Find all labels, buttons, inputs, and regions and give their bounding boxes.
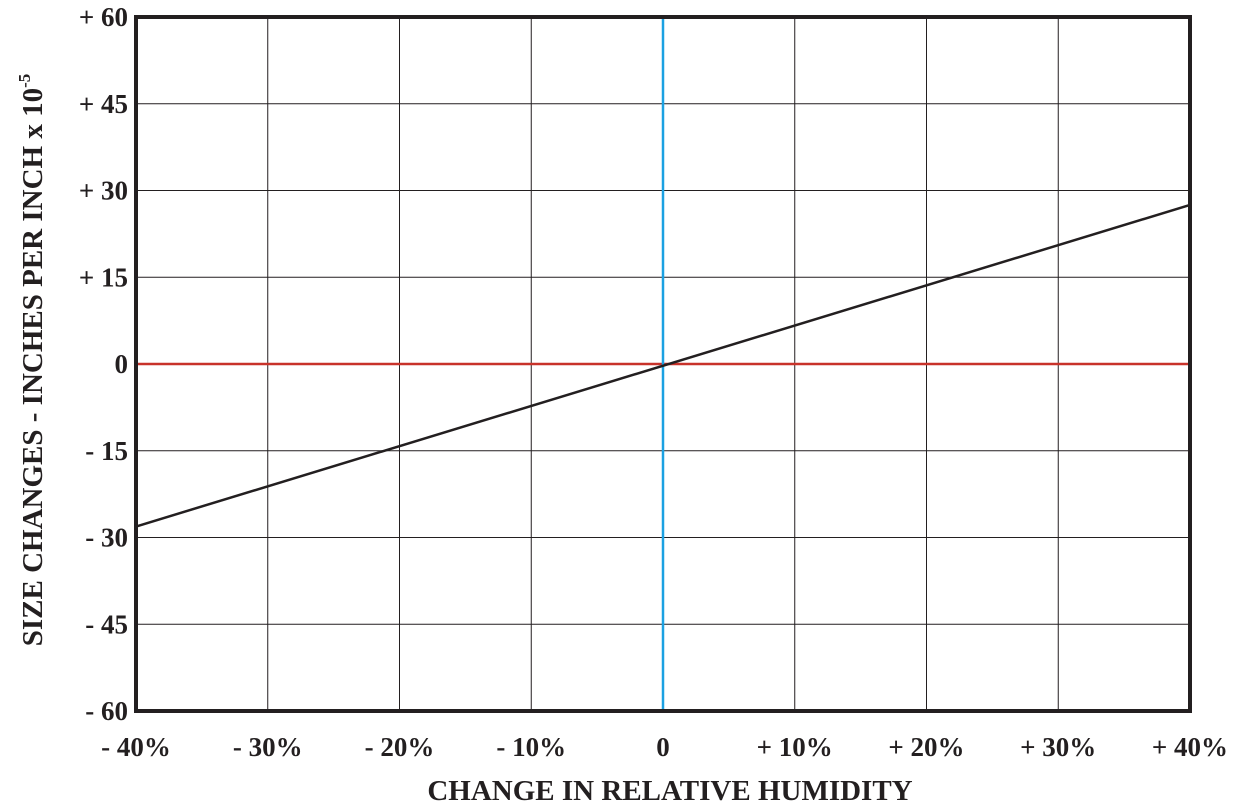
y-axis-title-text: SIZE CHANGES - INCHES PER INCH x 10 [17,88,49,646]
y-tick-label: - 15 [85,436,128,466]
x-tick-label: 0 [656,732,670,762]
y-tick-label: + 60 [79,2,128,32]
x-axis-title: CHANGE IN RELATIVE HUMIDITY [427,775,912,807]
x-tick-label: + 30% [1020,732,1096,762]
y-tick-labels: + 60 + 45 + 30 + 15 0 - 15 - 30 - 45 - 60 [79,2,128,726]
x-tick-label: - 20% [365,732,435,762]
y-axis-title-superscript: -5 [15,74,34,88]
y-tick-label: - 30 [85,523,128,553]
x-tick-label: + 20% [888,732,964,762]
y-tick-label: - 60 [85,696,128,726]
x-tick-label: + 40% [1152,732,1228,762]
x-tick-label: - 10% [496,732,566,762]
size-change-line [135,203,1191,528]
y-tick-label: 0 [115,349,129,379]
series-lines [135,203,1191,528]
x-tick-label: + 10% [757,732,833,762]
y-tick-label: + 45 [79,89,128,119]
y-tick-label: + 15 [79,262,128,292]
reference-lines [136,17,1190,711]
y-axis-title: SIZE CHANGES - INCHES PER INCH x 10-5 [15,74,49,647]
x-tick-label: - 30% [233,732,303,762]
x-tick-label: - 40% [101,732,171,762]
x-tick-labels: - 40% - 30% - 20% - 10% 0 + 10% + 20% + 30% + 40… [101,732,1228,762]
y-tick-label: + 30 [79,176,128,206]
y-tick-label: - 45 [85,609,128,639]
plot-frame [134,15,1192,713]
